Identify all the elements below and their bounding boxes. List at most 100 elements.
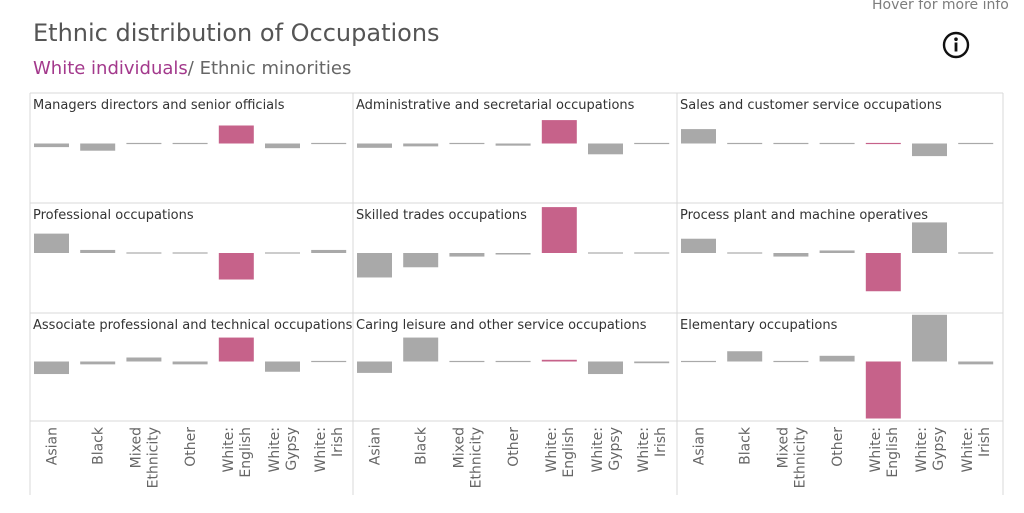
bar-p5-c2[interactable]: [773, 253, 809, 257]
bar-p1-c0[interactable]: [357, 143, 392, 148]
bar-p1-c6[interactable]: [634, 142, 670, 145]
bar-p0-c3[interactable]: [172, 142, 208, 145]
bar-p6-c1[interactable]: [80, 361, 116, 365]
xtick-col0-cat5-line0: White:: [267, 427, 283, 472]
bar-p6-c6[interactable]: [311, 360, 347, 363]
bar-p5-c3[interactable]: [819, 250, 855, 253]
xtick-col0-cat6-line0: White:: [313, 427, 329, 472]
xtick-col0-cat6-line1: Irish: [330, 427, 346, 457]
bar-p1-c1[interactable]: [403, 143, 439, 147]
bar-p8-c0[interactable]: [681, 360, 716, 363]
xtick-col1-cat4-line1: English: [561, 427, 577, 478]
subtitle-white-individuals[interactable]: White individuals: [33, 58, 188, 79]
xtick-col2-cat4-line0: White:: [868, 427, 884, 472]
bar-p6-c4[interactable]: [218, 337, 254, 362]
xtick-col2-cat4-line1: English: [885, 427, 901, 478]
bar-p3-c4[interactable]: [218, 253, 254, 280]
bar-p7-c4[interactable]: [541, 359, 577, 362]
bar-p4-c4[interactable]: [541, 207, 577, 253]
bar-p5-c0[interactable]: [681, 238, 716, 253]
bar-p1-c3[interactable]: [495, 143, 531, 146]
xtick-col2-cat2-line0: Mixed: [775, 427, 791, 468]
panel-title-5: Process plant and machine operatives: [680, 208, 928, 223]
xtick-col2-cat3-line0: Other: [830, 427, 846, 467]
xtick-col0-cat0-line0: Asian: [45, 427, 61, 465]
bar-p3-c3[interactable]: [172, 252, 208, 254]
bar-p2-c6[interactable]: [958, 142, 994, 145]
bar-p0-c6[interactable]: [311, 142, 347, 145]
bar-p7-c2[interactable]: [449, 360, 485, 363]
bar-p8-c4[interactable]: [865, 361, 901, 419]
bar-p6-c3[interactable]: [172, 361, 208, 365]
xtick-col1-cat2-line1: Ethnicity: [468, 427, 484, 488]
panel-title-3: Professional occupations: [33, 208, 194, 223]
bar-p1-c4[interactable]: [541, 120, 577, 144]
bar-p0-c4[interactable]: [218, 125, 254, 144]
bar-p0-c0[interactable]: [34, 143, 69, 148]
xtick-col0-cat1-line0: Black: [91, 426, 107, 465]
panel-title-1: Administrative and secretarial occupatio…: [356, 98, 635, 113]
bar-p3-c2[interactable]: [126, 252, 162, 254]
bar-p1-c5[interactable]: [588, 143, 623, 155]
bar-p8-c6[interactable]: [958, 361, 994, 365]
xtick-col2-cat1-line0: Black: [738, 426, 754, 465]
bar-p2-c1[interactable]: [727, 142, 763, 145]
bar-p4-c3[interactable]: [495, 253, 531, 255]
bar-p7-c0[interactable]: [357, 361, 392, 373]
xtick-col1-cat1-line0: Black: [414, 426, 430, 465]
xtick-col2-cat6-line0: White:: [960, 427, 976, 472]
xtick-col0-cat5-line1: Gypsy: [284, 427, 300, 471]
bar-p4-c0[interactable]: [357, 253, 392, 278]
subtitle-ethnic-minorities[interactable]: Ethnic minorities: [193, 58, 352, 79]
xtick-col0-cat3-line0: Other: [183, 427, 199, 467]
bar-p8-c2[interactable]: [773, 360, 809, 363]
chart-title: Ethnic distribution of Occupations: [33, 19, 440, 47]
bar-p5-c5[interactable]: [912, 222, 947, 253]
bar-p0-c5[interactable]: [265, 143, 300, 149]
xtick-col1-cat2-line0: Mixed: [451, 427, 467, 468]
bar-p0-c2[interactable]: [126, 142, 162, 145]
xtick-col2-cat6-line1: Irish: [977, 427, 993, 457]
panel-title-0: Managers directors and senior officials: [33, 98, 285, 113]
bar-p7-c3[interactable]: [495, 360, 531, 363]
xtick-col1-cat5-line0: White:: [590, 427, 606, 472]
bar-p5-c4[interactable]: [865, 253, 901, 292]
panel-title-8: Elementary occupations: [680, 318, 838, 333]
bar-p6-c2[interactable]: [126, 357, 162, 362]
bar-p5-c1[interactable]: [727, 252, 763, 254]
xtick-col2-cat5-line0: White:: [914, 427, 930, 472]
bar-p4-c6[interactable]: [634, 252, 670, 254]
bar-p5-c6[interactable]: [958, 252, 994, 254]
bar-p6-c5[interactable]: [265, 361, 300, 372]
xtick-col1-cat5-line1: Gypsy: [607, 427, 623, 471]
subtitle-separator: /: [187, 58, 194, 79]
bar-p4-c5[interactable]: [588, 252, 623, 254]
bar-p0-c1[interactable]: [80, 143, 116, 151]
bar-p7-c1[interactable]: [403, 337, 439, 362]
bar-p2-c5[interactable]: [912, 143, 947, 157]
bar-p8-c3[interactable]: [819, 355, 855, 362]
bar-p4-c2[interactable]: [449, 253, 485, 257]
bar-p4-c1[interactable]: [403, 253, 439, 268]
bar-p3-c1[interactable]: [80, 249, 116, 253]
bar-p6-c0[interactable]: [34, 361, 69, 375]
bar-p7-c6[interactable]: [634, 361, 670, 364]
bar-p3-c6[interactable]: [311, 249, 347, 253]
bar-p1-c2[interactable]: [449, 142, 485, 145]
info-circle-icon[interactable]: [940, 29, 972, 61]
bar-p7-c5[interactable]: [588, 361, 623, 375]
bar-p2-c3[interactable]: [819, 142, 855, 145]
bar-p3-c0[interactable]: [34, 233, 69, 253]
bar-p2-c0[interactable]: [681, 129, 716, 144]
bar-p2-c4[interactable]: [865, 142, 901, 145]
bar-p3-c5[interactable]: [265, 252, 300, 254]
bar-p8-c1[interactable]: [727, 351, 763, 362]
bar-p2-c2[interactable]: [773, 142, 809, 145]
xtick-col2-cat5-line1: Gypsy: [931, 427, 947, 471]
xtick-col1-cat4-line0: White:: [544, 427, 560, 472]
xtick-col1-cat0-line0: Asian: [368, 427, 384, 465]
bar-p8-c5[interactable]: [912, 314, 947, 362]
xtick-col1-cat3-line0: Other: [506, 427, 522, 467]
panel-title-7: Caring leisure and other service occupat…: [356, 318, 647, 333]
